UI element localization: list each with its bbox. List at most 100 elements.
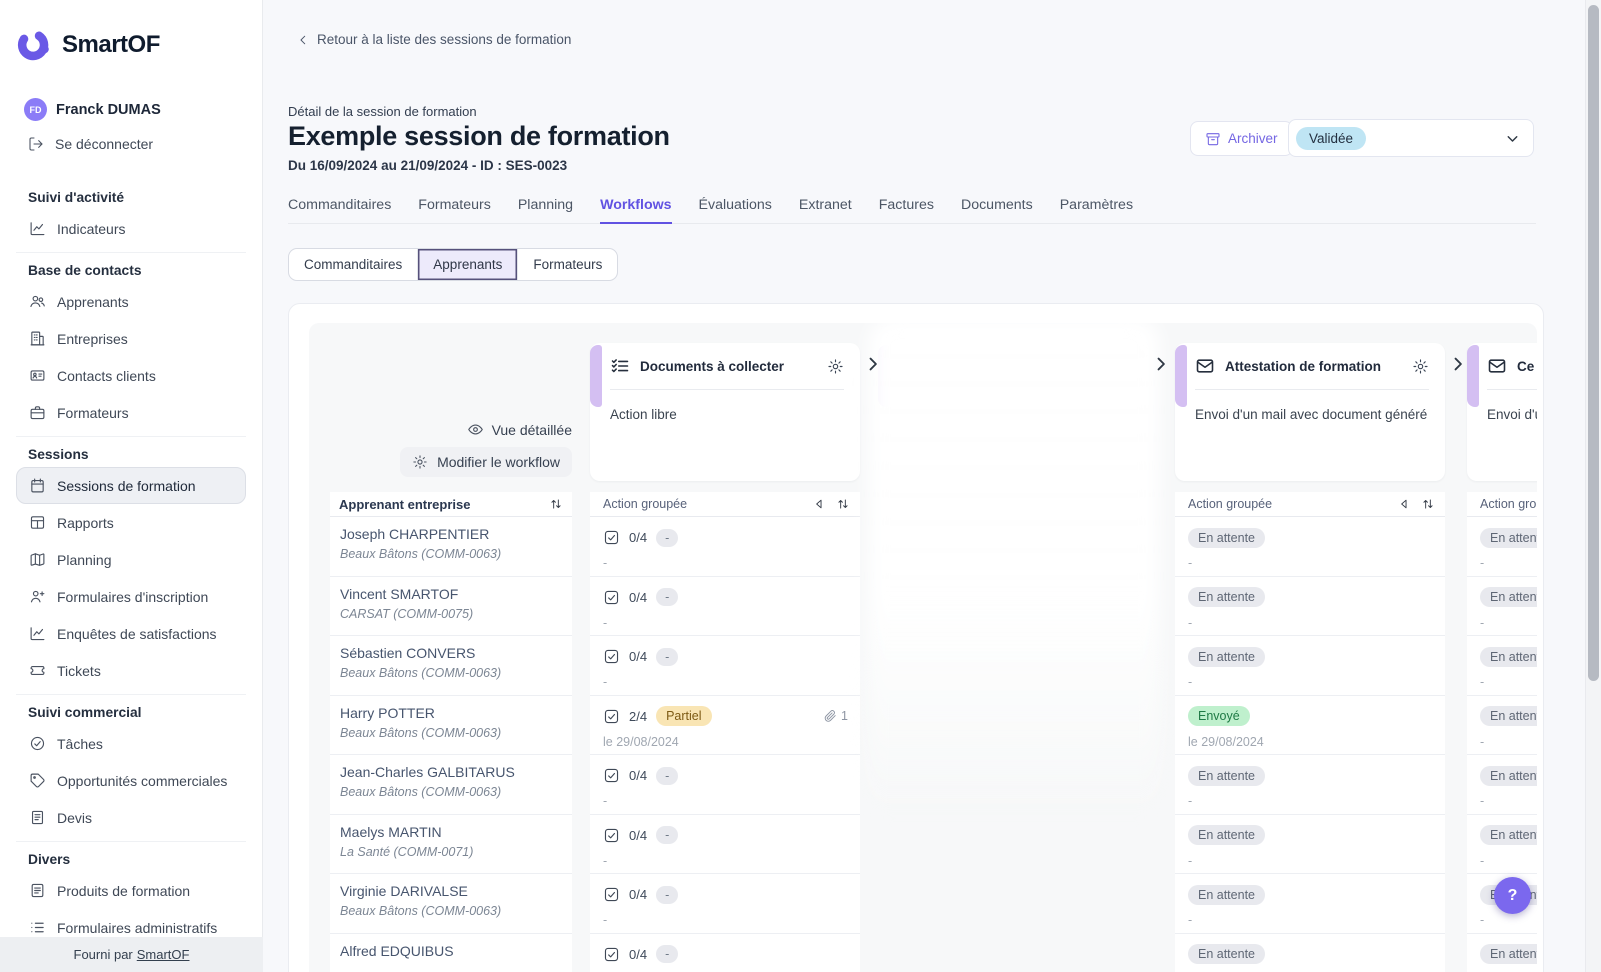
learner-row: Maelys MARTIN La Santé (COMM-0071) [330, 814, 572, 874]
sidebar-item-formateurs[interactable]: Formateurs [16, 394, 246, 431]
workflow-cell[interactable]: En attente- [1467, 576, 1537, 636]
sidebar-footer: Fourni par SmartOF [0, 937, 263, 972]
cell-status-line: 0/4- [603, 585, 848, 610]
learner-name[interactable]: Jean-Charles GALBITARUS [340, 764, 515, 780]
sidebar-item-apprenants[interactable]: Apprenants [16, 283, 246, 320]
cell-date: - [603, 615, 608, 630]
workflow-cells-attestation: Action groupée En attente - En attente - En a… [1175, 492, 1445, 972]
workflow-cell[interactable]: En attente- [1467, 933, 1537, 972]
expand-column-chevron-right-icon[interactable] [863, 354, 883, 374]
gear-icon[interactable] [827, 358, 844, 375]
expand-column-chevron-right-icon[interactable] [1448, 354, 1468, 374]
sidebar-item-formulaires-administratifs[interactable]: Formulaires administratifs [16, 909, 246, 946]
logout-button[interactable]: Se déconnecter [28, 136, 153, 152]
workflow-cell[interactable]: 2/4 Partiel 1 le 29/08/2024 [590, 695, 860, 755]
workflow-cell[interactable]: En attente- [1175, 517, 1445, 577]
sidebar-item-planning[interactable]: Planning [16, 541, 246, 578]
attachment-indicator[interactable]: 1 [823, 709, 848, 723]
sidebar-item-opportunites-commerciales[interactable]: Opportunités commerciales [16, 762, 246, 799]
tab-documents[interactable]: Documents [960, 197, 1033, 213]
sidebar-item-label: Formateurs [57, 404, 129, 421]
workflow-cell[interactable]: En attente- [1467, 517, 1537, 577]
workflow-cell[interactable]: Envoyé le 29/08/2024 [1175, 695, 1445, 755]
learner-name[interactable]: Harry POTTER [340, 704, 435, 721]
learner-name[interactable]: Vincent SMARTOF [340, 585, 459, 602]
sidebar-item-devis[interactable]: Devis [16, 799, 246, 836]
cell-date: - [603, 853, 608, 868]
learner-name[interactable]: Virginie DARIVALSE [340, 883, 468, 899]
collapse-left-icon[interactable] [1397, 497, 1411, 511]
scrollbar-thumb[interactable] [1588, 5, 1599, 681]
session-status-dropdown[interactable]: Validée [1288, 119, 1534, 157]
workflow-cell[interactable]: En attente- [1467, 636, 1537, 696]
back-link[interactable]: Retour à la liste des sessions de format… [296, 32, 571, 47]
workflow-cell[interactable]: En attente- [1175, 874, 1445, 934]
logo[interactable]: SmartOF [16, 26, 160, 64]
tab-commanditaires[interactable]: Commanditaires [288, 197, 392, 213]
subtab-formateurs[interactable]: Formateurs [517, 249, 617, 280]
sort-icon[interactable] [836, 497, 850, 511]
sidebar-item-label: Apprenants [57, 293, 129, 310]
workflow-cell[interactable]: 0/4-- [590, 874, 860, 934]
workflow-cell[interactable]: 0/4-- [590, 517, 860, 577]
workflow-cell[interactable]: En attente- [1175, 814, 1445, 874]
workflow-cell[interactable]: 0/4-- [590, 755, 860, 815]
sidebar-nav: Suivi d'activité Indicateurs Base de conta… [0, 185, 262, 946]
tab-extranet[interactable]: Extranet [798, 197, 852, 213]
tab-evaluations[interactable]: Évaluations [698, 197, 772, 213]
workflow-cell[interactable]: En attente- [1467, 755, 1537, 815]
tab-formateurs[interactable]: Formateurs [418, 197, 491, 213]
sidebar-item-tickets[interactable]: Tickets [16, 652, 246, 689]
subtab-commanditaires[interactable]: Commanditaires [304, 257, 403, 272]
tab-workflows[interactable]: Workflows [600, 197, 672, 224]
cell-status-line: 0/4- [603, 882, 848, 907]
archive-button[interactable]: Archiver [1190, 121, 1293, 156]
sidebar-item-taches[interactable]: Tâches [16, 725, 246, 762]
sort-icon[interactable] [549, 497, 563, 511]
sidebar-item-contacts-clients[interactable]: Contacts clients [16, 357, 246, 394]
sidebar-item-indicateurs[interactable]: Indicateurs [16, 210, 246, 247]
checklist-count: 0/4 [629, 887, 648, 902]
sidebar-item-enquetes-de-satisfactions[interactable]: Enquêtes de satisfactions [16, 615, 246, 652]
sidebar-item-produits-de-formation[interactable]: Produits de formation [16, 872, 246, 909]
tab-planning[interactable]: Planning [517, 197, 574, 213]
learner-name[interactable]: Maelys MARTIN [340, 823, 442, 840]
learner-name[interactable]: Sébastien CONVERS [340, 645, 476, 661]
sidebar-item-rapports[interactable]: Rapports [16, 504, 246, 541]
workflow-cell[interactable]: 0/4-- [590, 933, 860, 972]
learner-name[interactable]: Alfred EDQUIBUS [340, 942, 454, 959]
status-pill: En attente [1188, 884, 1265, 905]
tab-factures[interactable]: Factures [878, 197, 934, 213]
workflow-cell[interactable]: 0/4-- [590, 814, 860, 874]
sidebar-item-formulaires-d-inscription[interactable]: Formulaires d'inscription [16, 578, 246, 615]
workflow-cell[interactable]: 0/4-- [590, 636, 860, 696]
help-button[interactable]: ? [1494, 877, 1531, 914]
workflow-cell[interactable]: En attente- [1467, 695, 1537, 755]
checkbox-icon [603, 886, 620, 903]
workflow-cell[interactable]: En attente- [1467, 814, 1537, 874]
edit-workflow-button[interactable]: Modifier le workflow [400, 447, 572, 477]
collapse-left-icon[interactable] [812, 497, 826, 511]
workflow-cell[interactable]: En attente- [1175, 755, 1445, 815]
sidebar-item-entreprises[interactable]: Entreprises [16, 320, 246, 357]
smartof-link[interactable]: SmartOF [136, 947, 190, 962]
page-scrollbar[interactable] [1585, 0, 1601, 972]
tab-parametres[interactable]: Paramètres [1059, 197, 1134, 213]
archive-label: Archiver [1228, 131, 1278, 146]
sort-icon[interactable] [1421, 497, 1435, 511]
learner-name[interactable]: Joseph CHARPENTIER [340, 526, 490, 542]
workflow-cell[interactable]: En attente- [1175, 933, 1445, 972]
subtab-apprenants[interactable]: Apprenants [417, 249, 518, 280]
sidebar-item-sessions-de-formation[interactable]: Sessions de formation [16, 467, 246, 504]
page-eyebrow: Détail de la session de formation [288, 104, 477, 119]
workflow-cell[interactable]: 0/4- - [590, 576, 860, 636]
cell-status-line: En attente [1480, 644, 1537, 669]
expand-column-chevron-right-icon[interactable] [1151, 354, 1171, 374]
detailed-view-button[interactable]: Vue détaillée [309, 421, 572, 438]
cell-date: - [603, 556, 608, 570]
checkbox-icon [603, 827, 620, 844]
workflow-cell[interactable]: En attente- [1175, 636, 1445, 696]
chevron-left-icon [296, 33, 310, 47]
gear-icon[interactable] [1412, 358, 1429, 375]
workflow-cell[interactable]: En attente- [1175, 576, 1445, 636]
